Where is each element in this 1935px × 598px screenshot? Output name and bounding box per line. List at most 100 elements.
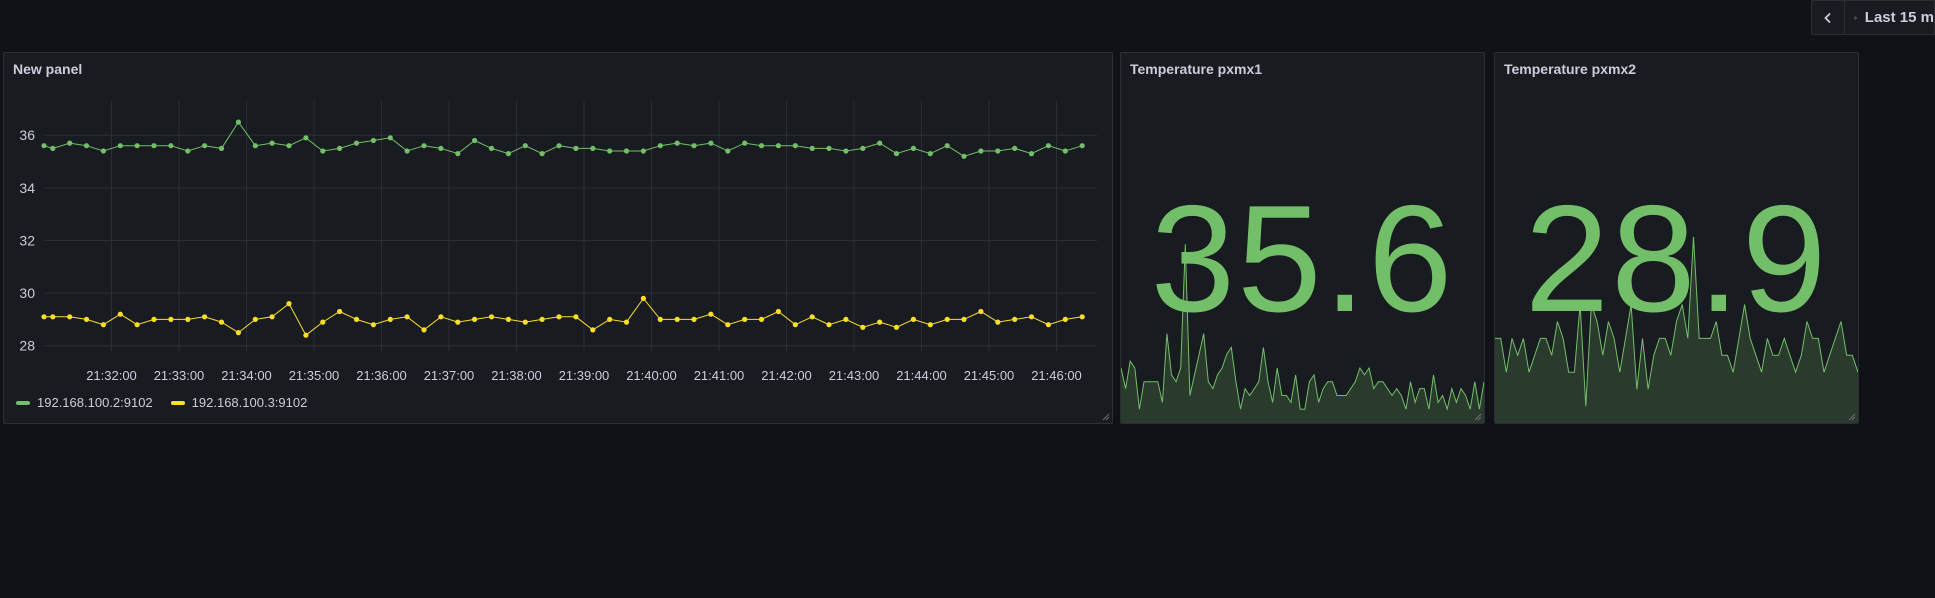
data-point <box>657 316 663 322</box>
sparkline-chart <box>1121 244 1484 423</box>
data-point <box>877 140 883 146</box>
x-tick-label: 21:32:00 <box>86 368 137 383</box>
legend-swatch <box>170 400 185 405</box>
data-point <box>488 314 495 320</box>
legend-item-series-2[interactable]: 192.168.100.3:9102 <box>170 395 308 410</box>
data-point <box>573 314 579 320</box>
data-point <box>202 143 208 149</box>
data-point <box>1045 322 1051 328</box>
data-point <box>252 316 258 322</box>
x-tick-label: 21:33:00 <box>154 368 205 383</box>
timeseries-chart[interactable]: 28 30 32 34 36 21:32:00 21:33:00 21:34:00 21:35:… <box>4 53 1113 424</box>
panel-resize-handle[interactable] <box>1472 411 1482 421</box>
data-point <box>337 308 343 315</box>
clock-icon <box>1854 16 1857 19</box>
data-point <box>505 151 511 157</box>
data-point <box>691 316 697 322</box>
data-point <box>590 145 596 151</box>
y-tick-label: 28 <box>19 338 35 354</box>
data-point <box>809 145 815 151</box>
data-point <box>404 314 410 320</box>
y-tick-label: 36 <box>19 127 35 143</box>
data-point <box>83 316 90 322</box>
panel-resize-handle[interactable] <box>1846 411 1856 421</box>
data-point <box>1045 143 1051 149</box>
data-point <box>775 308 782 315</box>
data-point <box>50 314 56 320</box>
sparkline-line <box>1121 244 1484 412</box>
data-point <box>235 330 241 336</box>
stat-panel-pxmx2[interactable]: Temperature pxmx2 28.9 <box>1494 52 1859 424</box>
data-point <box>438 145 444 151</box>
x-tick-label: 21:34:00 <box>221 368 272 383</box>
data-point <box>607 316 613 322</box>
data-point <box>168 143 174 149</box>
data-point <box>657 143 663 149</box>
data-point <box>978 148 984 154</box>
data-point <box>387 316 393 322</box>
data-point <box>623 148 630 154</box>
data-point <box>455 151 461 157</box>
x-tick-label: 21:37:00 <box>424 368 475 383</box>
data-point <box>742 316 748 322</box>
data-point <box>877 319 883 325</box>
timeseries-panel[interactable]: New panel 28 30 32 34 36 21:32:00 21:33:00 21:3… <box>3 52 1113 424</box>
data-point <box>353 316 360 322</box>
data-point <box>927 151 933 157</box>
time-range-back-button[interactable] <box>1811 0 1844 35</box>
data-point <box>151 316 157 322</box>
data-point <box>725 148 731 154</box>
data-point <box>539 151 545 157</box>
data-point <box>556 143 562 149</box>
data-point <box>539 316 545 322</box>
data-point <box>472 137 478 144</box>
data-point <box>235 119 241 125</box>
data-point <box>41 314 47 320</box>
data-point <box>404 148 410 154</box>
data-point <box>708 140 714 146</box>
data-point <box>185 148 191 154</box>
panel-title[interactable]: Temperature pxmx1 <box>1130 61 1263 77</box>
data-point <box>117 143 123 149</box>
x-tick-label: 21:44:00 <box>896 368 947 383</box>
data-point <box>438 314 444 320</box>
data-point <box>927 322 933 328</box>
data-point <box>640 295 647 301</box>
legend-label: 192.168.100.2:9102 <box>37 395 153 410</box>
panel-resize-handle[interactable] <box>1100 411 1110 421</box>
data-point <box>944 316 950 322</box>
y-tick-label: 32 <box>19 232 35 248</box>
data-point <box>674 316 680 322</box>
sparkline-chart <box>1495 236 1858 423</box>
data-point <box>185 316 191 322</box>
x-tick-label: 21:35:00 <box>289 368 340 383</box>
legend-item-series-1[interactable]: 192.168.100.2:9102 <box>16 395 153 410</box>
data-point <box>1062 316 1068 322</box>
data-point <box>674 140 680 146</box>
data-point <box>590 327 596 333</box>
data-point <box>1028 314 1035 320</box>
stat-panel-pxmx1[interactable]: Temperature pxmx1 35.6 <box>1120 52 1485 424</box>
data-point <box>910 145 917 151</box>
data-point <box>421 143 427 149</box>
legend-label: 192.168.100.3:9102 <box>191 395 308 410</box>
data-point <box>168 316 174 322</box>
data-point <box>286 301 292 307</box>
data-point <box>860 324 866 330</box>
data-point <box>1062 148 1068 154</box>
data-point <box>505 316 511 322</box>
data-point <box>286 143 292 149</box>
sparkline-line <box>1495 236 1858 407</box>
stat-value: 35.6 <box>1150 174 1455 344</box>
data-point <box>758 143 765 149</box>
panel-title[interactable]: Temperature pxmx2 <box>1504 61 1637 77</box>
series-line-2 <box>44 297 1083 336</box>
data-point <box>1028 151 1035 157</box>
data-point <box>370 137 376 144</box>
time-range-picker-button[interactable]: Last 15 m <box>1844 0 1935 35</box>
data-point <box>252 143 258 149</box>
data-point <box>522 143 528 149</box>
panel-title[interactable]: New panel <box>13 61 83 77</box>
data-point <box>117 311 123 317</box>
data-point <box>961 153 967 159</box>
